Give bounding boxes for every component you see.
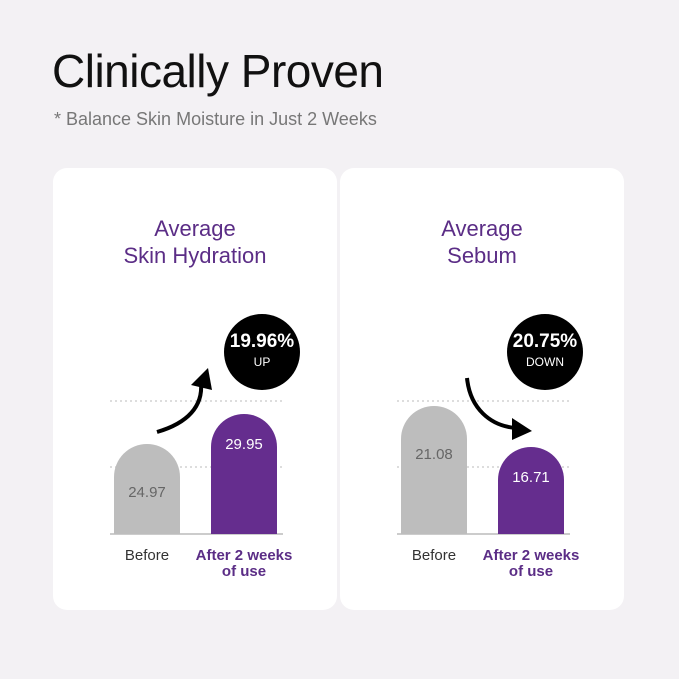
decor [397, 377, 570, 535]
change-value: 19.96% [229, 331, 295, 352]
arrow [156, 382, 204, 434]
bar [114, 444, 180, 534]
card-title: Skin Hydration [123, 243, 267, 268]
bar [211, 414, 277, 534]
change-badge: 19.96% UP [224, 314, 300, 390]
card: Average Skin Hydration 24.97 Before 29.95 Aft… [53, 168, 337, 610]
page-title: Clinically Proven [52, 45, 384, 97]
category-label: After 2 weeks of use [482, 547, 580, 580]
bar [498, 447, 564, 534]
category-label: Before [411, 547, 457, 564]
value-label: 24.97 [128, 484, 166, 502]
change-direction: UP [253, 355, 271, 369]
arrow-head [512, 418, 532, 440]
value-label: 29.95 [225, 436, 263, 454]
change-badge: 20.75% DOWN [507, 314, 583, 390]
change-direction: DOWN [526, 355, 564, 369]
category-label: Before [124, 547, 170, 564]
category-label: After 2 weeks of use [195, 547, 293, 580]
card-title: Average [441, 216, 523, 241]
arrow [465, 377, 517, 430]
arrow-head [191, 368, 212, 390]
card: Average Sebum 21.08 Before 16.71 After 2 week… [340, 168, 624, 610]
card-title: Average [154, 216, 236, 241]
card-title: Sebum [447, 243, 517, 268]
page-subtitle: * Balance Skin Moisture in Just 2 Weeks [54, 109, 377, 129]
value-label: 21.08 [415, 446, 453, 464]
value-label: 16.71 [512, 469, 550, 487]
change-value: 20.75% [512, 331, 578, 352]
bar [401, 406, 467, 534]
decor [110, 368, 283, 535]
